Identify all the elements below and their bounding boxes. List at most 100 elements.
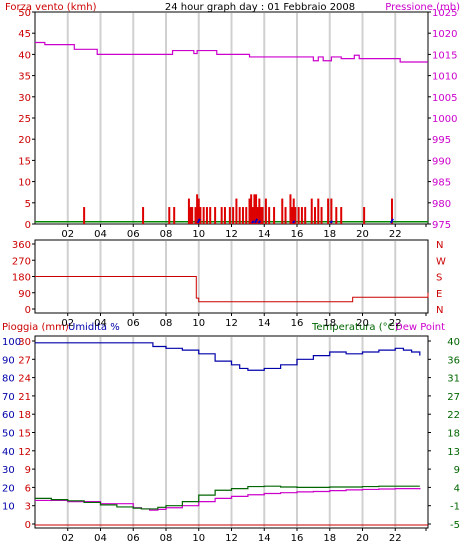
rain-y-tick-label: 3 <box>25 502 31 513</box>
rain-y-tick-label: 27 <box>18 355 31 366</box>
compass-tick-label: W <box>436 256 446 267</box>
x-tick-label: 04 <box>94 229 107 240</box>
rain-y-tick-label: 0 <box>25 520 31 531</box>
pressure-y-tick-label: 985 <box>432 178 451 189</box>
rain-y-tick-label: 21 <box>18 392 31 403</box>
humidity-y-tick-label: 80 <box>2 374 15 385</box>
x-tick-label: 06 <box>127 229 140 240</box>
wind-y-tick-label: 40 <box>18 50 31 61</box>
x-tick-label: 20 <box>356 318 369 329</box>
x-tick-label: 04 <box>94 318 107 329</box>
pressure-y-tick-label: 975 <box>432 220 451 231</box>
humidity-y-tick-label: 100 <box>2 337 21 348</box>
wind-y-tick-label: 15 <box>18 156 31 167</box>
temperature-y-tick-label: 40 <box>447 337 460 348</box>
humidity-line <box>35 342 421 371</box>
x-tick-label: 20 <box>356 533 369 544</box>
x-tick-label: 14 <box>258 318 271 329</box>
wind-direction-line <box>35 276 429 303</box>
gust-bar <box>291 220 296 224</box>
temperature-line <box>35 485 420 510</box>
wind-y-tick-label: 10 <box>18 178 31 189</box>
temperature-y-tick-label: 22 <box>447 410 460 421</box>
x-tick-label: 06 <box>127 318 140 329</box>
rain-y-tick-label: 9 <box>25 465 31 476</box>
x-tick-label: 12 <box>225 229 238 240</box>
temperature-y-tick-label: 4 <box>454 483 460 494</box>
x-tick-label: 10 <box>192 318 205 329</box>
chart-title: 24 hour graph day : 01 Febbraio 2008 <box>165 2 355 13</box>
rain-y-tick-label: 24 <box>18 374 31 385</box>
x-tick-label: 08 <box>160 318 173 329</box>
x-tick-label: 04 <box>94 533 107 544</box>
temperature-y-tick-label: 18 <box>447 429 460 440</box>
x-tick-label: 02 <box>61 533 74 544</box>
humidity-y-tick-label: 20 <box>2 483 15 494</box>
wind-y-tick-label: 45 <box>18 29 31 40</box>
pressure-y-tick-label: 995 <box>432 135 451 146</box>
x-tick-label: 16 <box>291 533 304 544</box>
pressure-y-tick-label: 1025 <box>432 8 457 19</box>
rain-y-tick-label: 6 <box>25 483 31 494</box>
x-tick-label: 20 <box>356 229 369 240</box>
humidity-y-tick-label: 50 <box>2 429 15 440</box>
temperature-y-tick-label: -5 <box>450 520 460 531</box>
pressure-axis-label: Pressione (mb) <box>385 2 460 13</box>
gust-bar <box>257 220 262 224</box>
rain-y-tick-label: 12 <box>18 447 31 458</box>
temperature-y-tick-label: 9 <box>454 465 460 476</box>
x-tick-label: 16 <box>291 318 304 329</box>
x-tick-label: 02 <box>61 318 74 329</box>
x-tick-label: 08 <box>160 229 173 240</box>
compass-tick-label: E <box>436 289 442 300</box>
wind-y-tick-label: 50 <box>18 8 31 19</box>
direction-y-tick-label: 90 <box>18 289 31 300</box>
wind-y-tick-label: 30 <box>18 93 31 104</box>
pressure-y-tick-label: 980 <box>432 199 451 210</box>
x-tick-label: 18 <box>323 229 336 240</box>
pressure-y-tick-label: 990 <box>432 156 451 167</box>
x-tick-label: 22 <box>389 229 402 240</box>
wind-axis-label: Forza vento (kmh) <box>5 2 97 13</box>
humidity-y-tick-label: 40 <box>2 447 15 458</box>
temperature-y-tick-label: 13 <box>447 447 460 458</box>
compass-tick-label: N <box>436 305 443 316</box>
x-tick-label: 08 <box>160 533 173 544</box>
humidity-y-tick-label: 90 <box>2 355 15 366</box>
gust-bar <box>390 218 394 224</box>
wind-y-tick-label: 20 <box>18 135 31 146</box>
temperature-y-tick-label: 31 <box>447 374 460 385</box>
temperature-y-tick-label: -1 <box>450 502 460 513</box>
direction-y-tick-label: 180 <box>12 273 31 284</box>
direction-y-tick-label: 0 <box>25 305 31 316</box>
x-tick-label: 10 <box>192 229 205 240</box>
pressure-y-tick-label: 1020 <box>432 29 457 40</box>
rain-axis-label: Pioggia (mm) <box>2 322 69 333</box>
humidity-y-tick-label: 30 <box>2 465 15 476</box>
wind-y-tick-label: 35 <box>18 72 31 83</box>
wind-y-tick-label: 5 <box>25 199 31 210</box>
rain-y-tick-label: 15 <box>18 429 31 440</box>
temperature-axis-label: Temperatura (°C) <box>311 322 399 333</box>
gust-bar <box>196 218 201 224</box>
x-tick-label: 14 <box>258 229 271 240</box>
humidity-y-tick-label: 60 <box>2 410 15 421</box>
x-tick-label: 02 <box>61 229 74 240</box>
pressure-y-tick-label: 1015 <box>432 50 457 61</box>
direction-y-tick-label: 360 <box>12 240 31 251</box>
x-tick-label: 12 <box>225 533 238 544</box>
gust-bar <box>329 220 334 224</box>
x-tick-label: 16 <box>291 229 304 240</box>
x-tick-label: 22 <box>389 318 402 329</box>
gust-bar <box>254 218 258 224</box>
pressure-y-tick-label: 1000 <box>432 114 457 125</box>
compass-tick-label: N <box>436 240 443 251</box>
x-tick-label: 14 <box>258 533 271 544</box>
humidity-axis-label: Umidita % <box>68 322 120 333</box>
compass-tick-label: S <box>436 273 442 284</box>
wind-y-tick-label: 0 <box>25 220 31 231</box>
temperature-y-tick-label: 36 <box>447 355 460 366</box>
x-tick-label: 18 <box>323 318 336 329</box>
dewpoint-axis-label: Dew Point <box>395 322 445 333</box>
